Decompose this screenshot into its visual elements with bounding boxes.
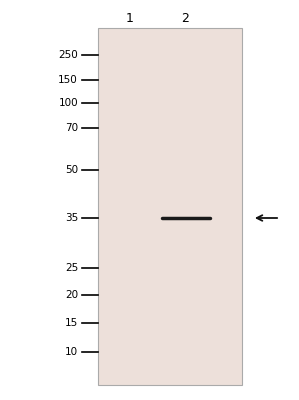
Text: 250: 250	[58, 50, 78, 60]
Text: 100: 100	[58, 98, 78, 108]
Text: 35: 35	[65, 213, 78, 223]
Text: 10: 10	[65, 347, 78, 357]
Text: 150: 150	[58, 75, 78, 85]
Text: 50: 50	[65, 165, 78, 175]
Text: 20: 20	[65, 290, 78, 300]
Text: 2: 2	[181, 12, 189, 24]
Text: 1: 1	[126, 12, 134, 24]
Text: 25: 25	[65, 263, 78, 273]
Text: 15: 15	[65, 318, 78, 328]
Text: 70: 70	[65, 123, 78, 133]
Bar	[98, 28, 242, 385]
